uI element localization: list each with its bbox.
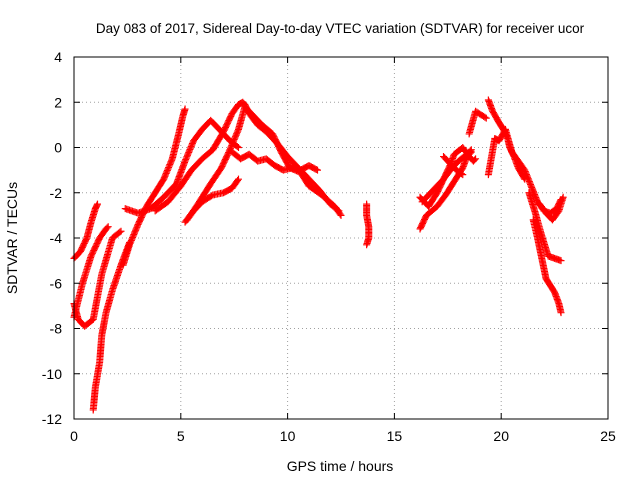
- x-tick-label: 5: [177, 428, 185, 444]
- data-series-6: [121, 116, 242, 217]
- data-series-9: [181, 175, 242, 226]
- data-point: [234, 176, 242, 184]
- y-tick-label: -4: [50, 230, 63, 246]
- x-tick-label: 15: [387, 428, 403, 444]
- data-point: [457, 170, 465, 178]
- y-axis-label: SDTVAR / TECUs: [4, 182, 20, 294]
- y-tick-label: 2: [54, 94, 62, 110]
- data-point: [482, 114, 490, 122]
- data-series-15: [440, 153, 467, 179]
- data-point: [481, 113, 489, 121]
- axis-ticks: 0 5 10 15 20 25 -12 -10 -8 -6 -4 -2 0 2 4: [42, 49, 616, 444]
- y-tick-label: 4: [54, 49, 62, 65]
- y-tick-label: -8: [50, 321, 63, 337]
- data-point: [557, 309, 565, 317]
- data-point: [557, 257, 565, 265]
- data-series-2: [70, 227, 125, 330]
- data-point: [93, 200, 101, 208]
- data-point: [104, 223, 112, 231]
- grid-lines: [74, 57, 608, 419]
- data-point: [233, 143, 241, 151]
- y-tick-label: -2: [50, 185, 63, 201]
- data-series-11: [363, 200, 373, 249]
- data-point: [336, 210, 344, 218]
- data-points: [70, 96, 567, 414]
- data-point: [234, 175, 242, 183]
- data-point: [234, 144, 242, 151]
- data-series-3: [70, 223, 112, 321]
- y-tick-label: -6: [50, 275, 63, 291]
- data-series-18: [484, 125, 565, 217]
- data-point: [312, 165, 320, 173]
- data-point: [471, 156, 478, 164]
- x-tick-label: 10: [280, 428, 296, 444]
- data-point: [335, 207, 343, 215]
- data-series-5: [119, 105, 189, 269]
- data-series-20: [529, 216, 565, 317]
- data-point: [181, 105, 189, 113]
- data-series-10: [228, 148, 322, 174]
- data-series-1: [70, 200, 101, 262]
- data-series-21: [536, 193, 567, 224]
- data-series-16: [465, 107, 490, 138]
- data-point: [363, 241, 371, 249]
- x-tick-label: 20: [493, 428, 509, 444]
- data-point: [559, 193, 567, 201]
- data-point: [337, 211, 345, 219]
- data-point: [117, 227, 125, 235]
- y-tick-label: 0: [54, 140, 62, 156]
- x-tick-label: 25: [600, 428, 616, 444]
- data-point: [334, 206, 342, 214]
- data-point: [472, 155, 480, 163]
- data-point: [467, 146, 475, 154]
- data-point: [116, 228, 124, 236]
- data-point: [103, 224, 111, 232]
- data-point: [459, 171, 467, 179]
- chart-title: Day 083 of 2017, Sidereal Day-to-day VTE…: [96, 21, 585, 36]
- x-axis-label: GPS time / hours: [287, 458, 394, 474]
- data-point: [314, 166, 322, 174]
- data-point: [234, 127, 242, 135]
- y-tick-label: -12: [42, 411, 62, 427]
- data-series-14: [416, 144, 480, 210]
- x-tick-label: 0: [70, 428, 78, 444]
- data-series-8: [151, 98, 343, 215]
- y-tick-label: -10: [42, 366, 62, 382]
- data-series-19: [525, 189, 565, 265]
